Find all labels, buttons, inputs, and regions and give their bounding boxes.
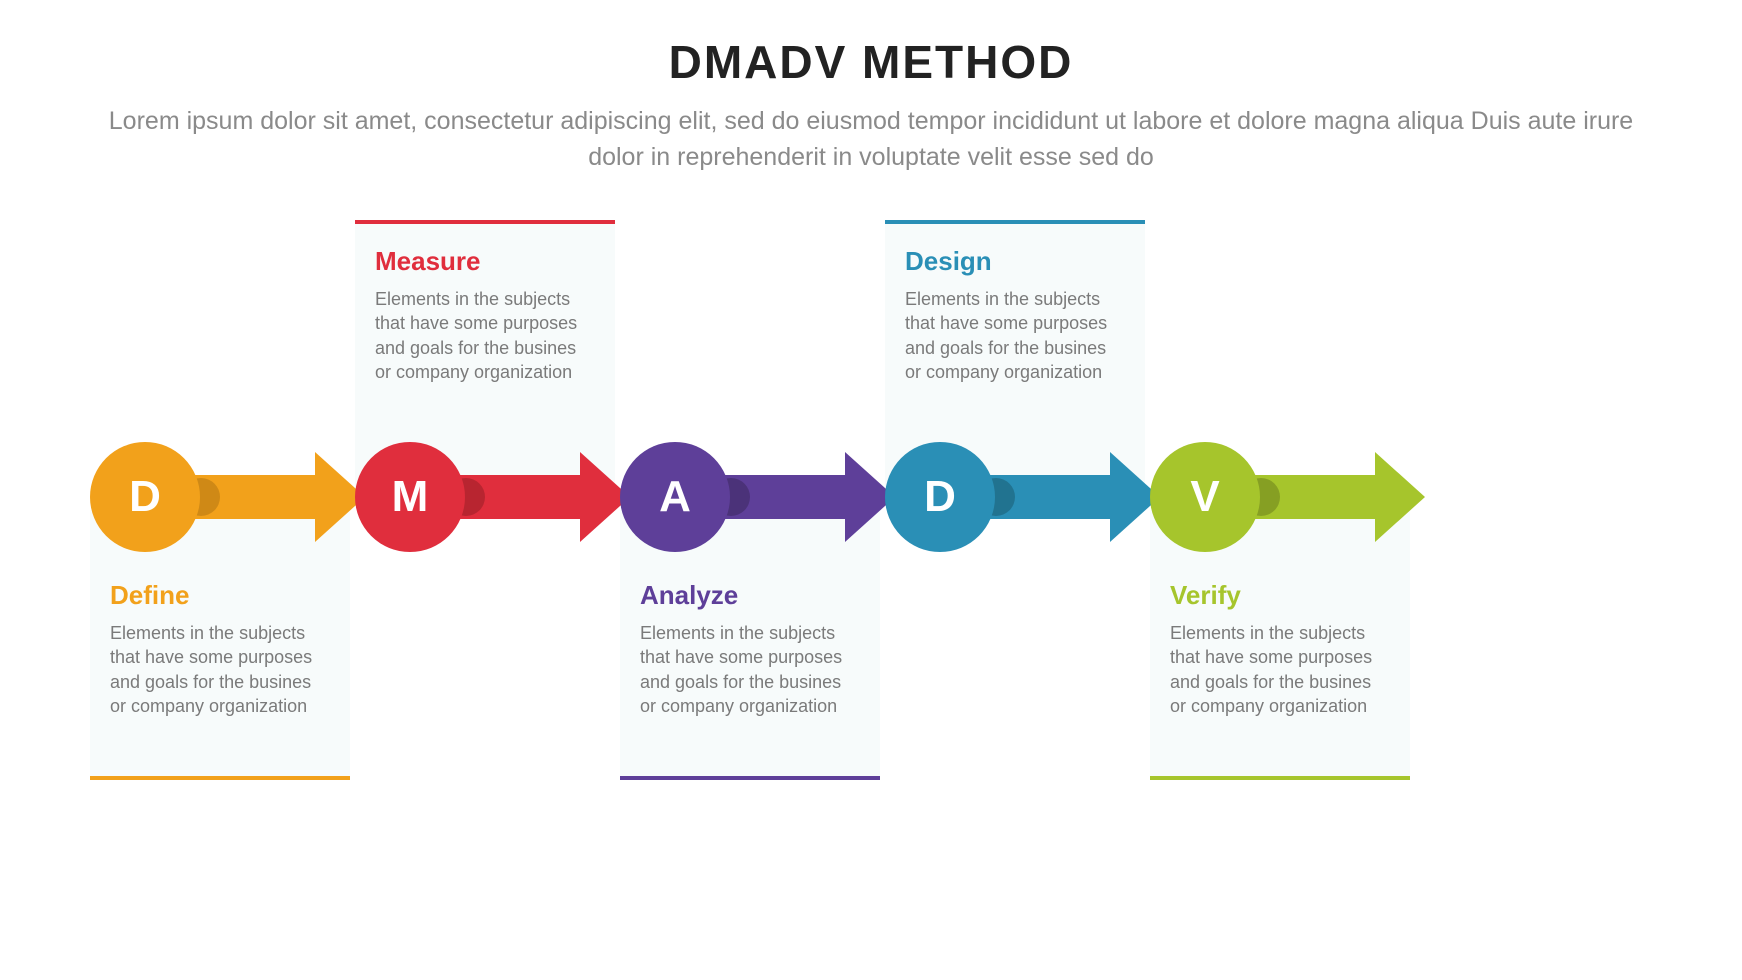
page-title: DMADV METHOD (0, 35, 1742, 89)
infographic-page: DMADV METHOD Lorem ipsum dolor sit amet,… (0, 0, 1742, 980)
step-circle-verify: V (1150, 442, 1260, 552)
arrow-unit-measure: M (355, 442, 620, 552)
step-letter: A (659, 472, 691, 522)
dmadv-diagram: Define Elements in the subjects that hav… (70, 220, 1670, 780)
header: DMADV METHOD Lorem ipsum dolor sit amet,… (0, 35, 1742, 176)
step-letter: D (129, 472, 161, 522)
step-desc-verify: Elements in the subjects that have some … (1170, 621, 1390, 718)
step-title-analyze: Analyze (640, 580, 860, 611)
step-desc-analyze: Elements in the subjects that have some … (640, 621, 860, 718)
step-circle-measure: M (355, 442, 465, 552)
arrow-unit-verify: V (1150, 442, 1415, 552)
step-desc-define: Elements in the subjects that have some … (110, 621, 330, 718)
step-letter: D (924, 472, 956, 522)
step-title-design: Design (905, 246, 1125, 277)
step-letter: V (1190, 472, 1219, 522)
step-desc-measure: Elements in the subjects that have some … (375, 287, 595, 384)
arrow-unit-analyze: A (620, 442, 885, 552)
step-title-define: Define (110, 580, 330, 611)
step-circle-define: D (90, 442, 200, 552)
step-circle-analyze: A (620, 442, 730, 552)
step-title-verify: Verify (1170, 580, 1390, 611)
arrow-unit-design: D (885, 442, 1150, 552)
step-circle-design: D (885, 442, 995, 552)
arrow-unit-define: D (90, 442, 355, 552)
step-title-measure: Measure (375, 246, 595, 277)
page-subtitle: Lorem ipsum dolor sit amet, consectetur … (96, 103, 1646, 176)
step-desc-design: Elements in the subjects that have some … (905, 287, 1125, 384)
arrow-head-icon (1375, 452, 1425, 542)
step-letter: M (392, 472, 429, 522)
